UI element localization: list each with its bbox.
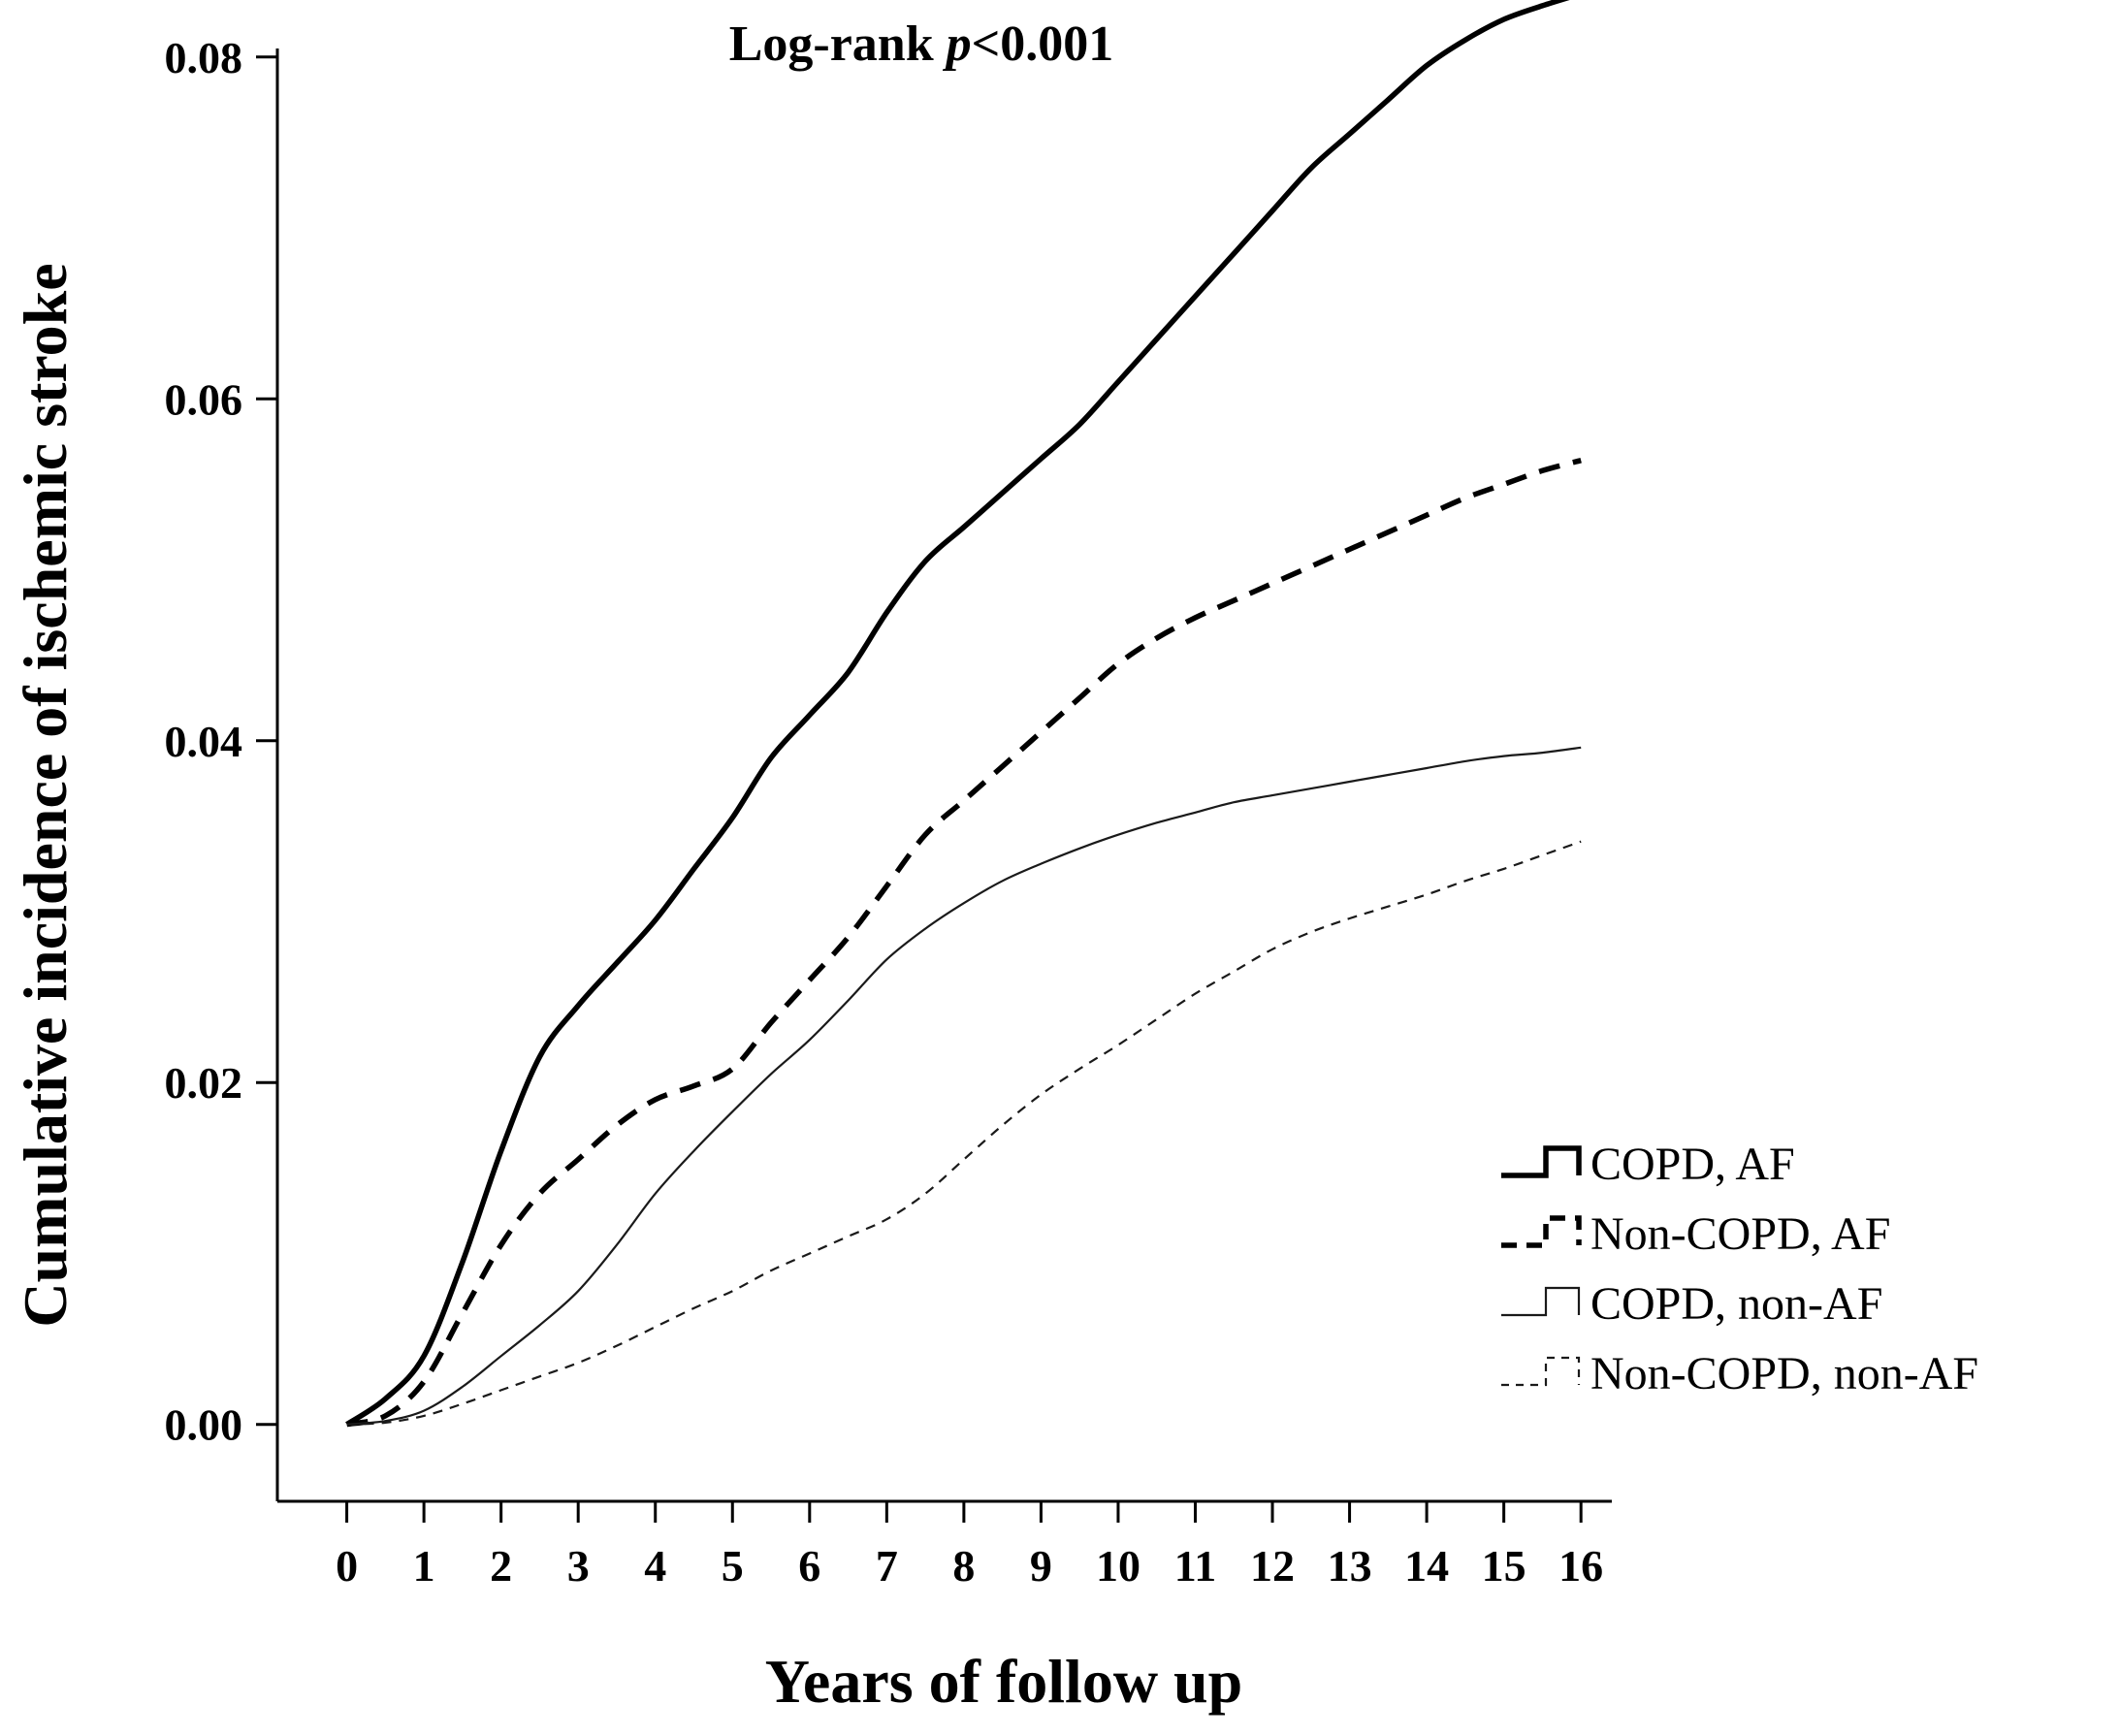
y-tick-label: 0.06 bbox=[165, 374, 243, 424]
y-tick-label: 0.08 bbox=[165, 33, 243, 82]
y-axis-label: Cumulative incidence of ischemic stroke bbox=[11, 263, 80, 1327]
x-tick-label: 10 bbox=[1096, 1541, 1140, 1591]
x-tick-label: 16 bbox=[1558, 1541, 1603, 1591]
series-line-copd-non-af bbox=[346, 746, 1582, 1426]
x-tick-label: 5 bbox=[722, 1541, 744, 1591]
x-tick-label: 11 bbox=[1174, 1541, 1216, 1591]
series-line-copd-af bbox=[345, 0, 1570, 1428]
x-tick-label: 0 bbox=[336, 1541, 358, 1591]
legend-label: COPD, non-AF bbox=[1590, 1278, 1882, 1330]
legend-symbol bbox=[1501, 1286, 1581, 1317]
legend-label: Non-COPD, non-AF bbox=[1590, 1348, 1978, 1399]
x-tick-label: 8 bbox=[952, 1541, 975, 1591]
x-axis-label: Years of follow up bbox=[765, 1647, 1242, 1716]
legend-symbol bbox=[1501, 1356, 1581, 1387]
x-tick-label: 3 bbox=[567, 1541, 590, 1591]
series-layer bbox=[345, 0, 1582, 1428]
legend-label: COPD, AF bbox=[1590, 1139, 1795, 1190]
y-tick-label: 0.02 bbox=[165, 1058, 243, 1108]
series-line-non-copd-af bbox=[345, 458, 1582, 1428]
x-tick-label: 14 bbox=[1404, 1541, 1449, 1591]
legend-label: Non-COPD, AF bbox=[1590, 1208, 1890, 1260]
x-tick-label: 1 bbox=[413, 1541, 435, 1591]
y-tick-label: 0.04 bbox=[165, 717, 243, 766]
axis-ticks: 0 1 2 3 4 5 6 7 8 9 10 11 12 13 14 15 160.000.020.040.06… bbox=[165, 33, 1604, 1591]
y-tick-label: 0.00 bbox=[165, 1400, 243, 1450]
legend: COPD, AF Non-COPD, AF COPD, non-AF Non-COPD… bbox=[1501, 1139, 1978, 1399]
x-tick-label: 9 bbox=[1030, 1541, 1052, 1591]
chart-title-prefix: Log-rank bbox=[729, 16, 947, 72]
x-tick-label: 6 bbox=[798, 1541, 820, 1591]
chart-title-suffix: <0.001 bbox=[972, 16, 1114, 72]
x-tick-label: 4 bbox=[644, 1541, 666, 1591]
series-line-non-copd-non-af bbox=[346, 840, 1582, 1426]
chart-title: Log-rank p<0.001 bbox=[729, 16, 1114, 72]
x-tick-label: 2 bbox=[490, 1541, 512, 1591]
legend-symbol bbox=[1501, 1145, 1582, 1178]
x-tick-label: 7 bbox=[876, 1541, 898, 1591]
chart-title-p: p bbox=[943, 16, 972, 72]
x-tick-label: 12 bbox=[1250, 1541, 1295, 1591]
x-tick-label: 13 bbox=[1328, 1541, 1372, 1591]
legend-symbol bbox=[1501, 1215, 1582, 1248]
x-tick-label: 15 bbox=[1482, 1541, 1526, 1591]
